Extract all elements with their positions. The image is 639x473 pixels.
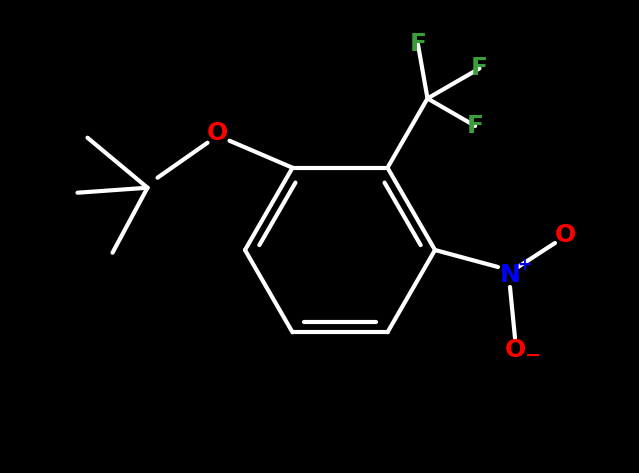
Text: O: O [207,121,228,145]
Text: N: N [500,263,520,287]
Text: F: F [471,56,488,80]
Text: F: F [410,32,426,56]
Text: O: O [555,223,576,247]
Text: O: O [504,338,526,362]
Text: −: − [525,345,541,365]
Text: +: + [517,256,531,274]
Text: F: F [466,114,484,138]
